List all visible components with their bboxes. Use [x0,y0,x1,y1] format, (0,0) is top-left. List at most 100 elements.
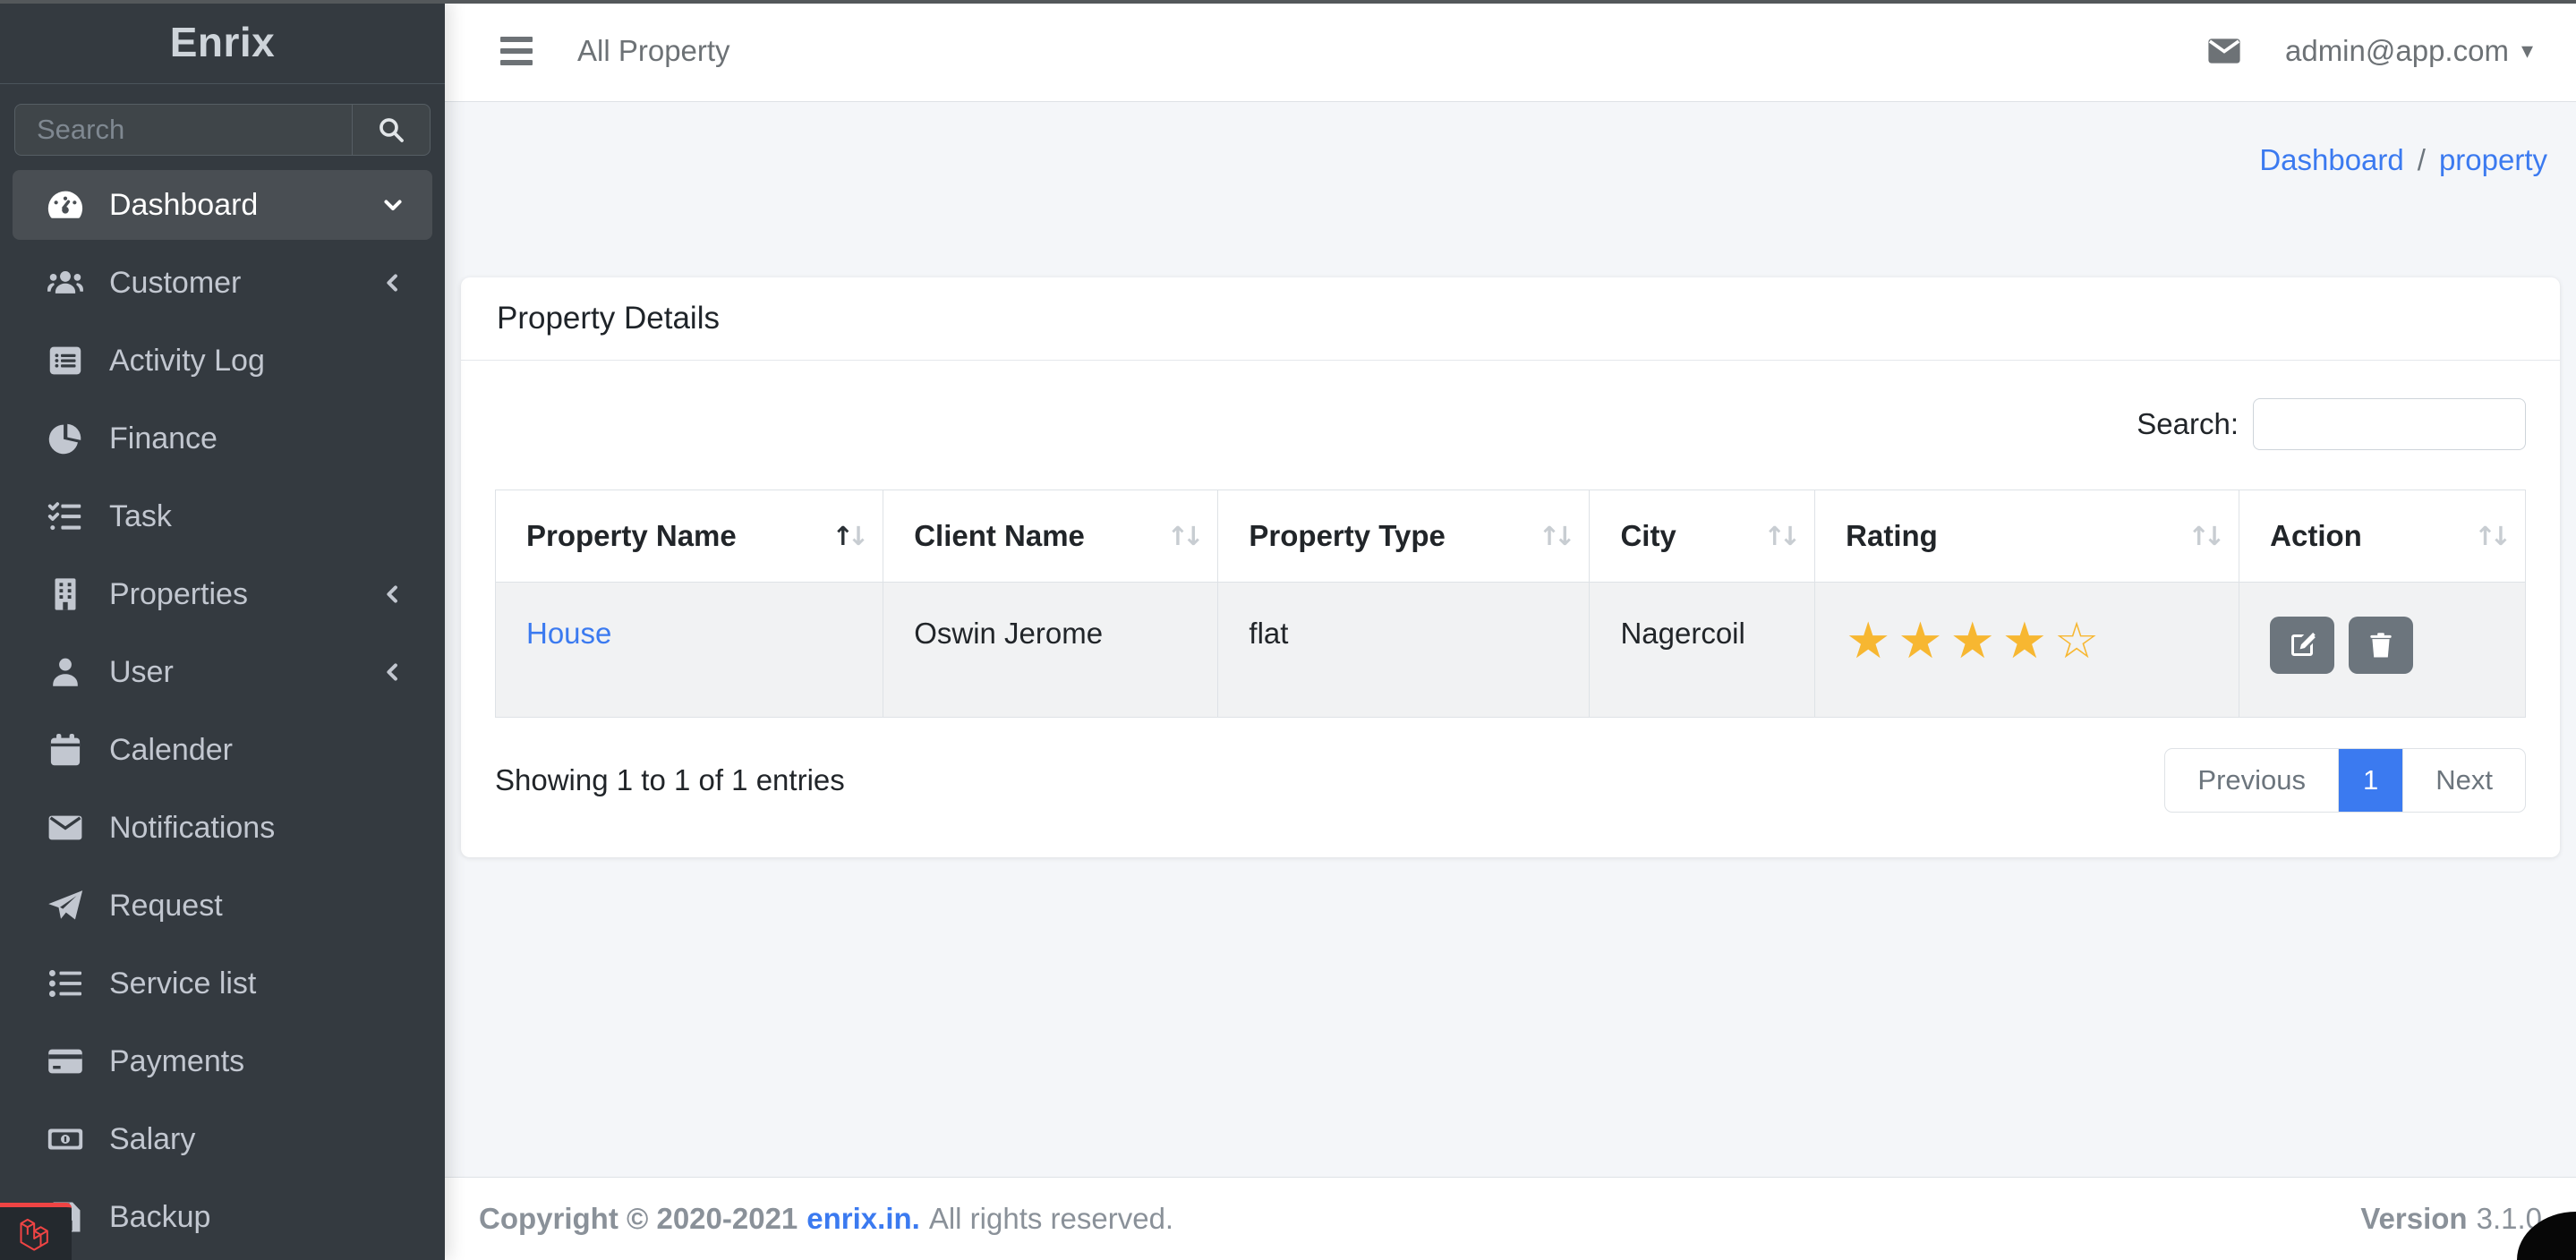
footer-copyright: Copyright © 2020-2021 [479,1202,798,1235]
laravel-icon [14,1214,57,1254]
sort-icon: ↑↓ [832,521,870,551]
sidebar-item-label: Dashboard [109,187,259,222]
property-name-link[interactable]: House [526,617,612,650]
footer: Copyright © 2020-2021 enrix.in. All righ… [445,1177,2576,1260]
money-bill-icon [38,1119,93,1160]
delete-button[interactable] [2349,617,2414,674]
main-area: All Property admin@app.com ▾ Dashboard /… [445,0,2576,1260]
laravel-debugbar-badge[interactable] [0,1203,72,1260]
column-header-action[interactable]: Action ↑↓ [2239,490,2526,583]
user-icon [38,651,93,693]
pagination-previous[interactable]: Previous [2197,764,2306,796]
pie-chart-icon [38,418,93,459]
breadcrumb-separator: / [2417,143,2426,176]
footer-brand-link[interactable]: enrix.in. [806,1202,920,1235]
sidebar-search-input[interactable] [14,104,352,156]
navbar-right: admin@app.com ▾ [2205,31,2533,71]
sidebar-item-dashboard[interactable]: Dashboard [13,170,432,240]
sidebar: Enrix Dashboard [0,0,445,1260]
sidebar-item-label: Payments [109,1043,245,1078]
credit-card-icon [38,1041,93,1082]
envelope-icon[interactable] [2205,31,2244,71]
table-header-row: Property Name ↑↓ Client Name ↑↓ Property… [494,490,2526,583]
list-alt-icon [38,340,93,381]
sort-icon: ↑↓ [1763,521,1802,551]
footer-rights: All rights reserved. [928,1202,1174,1235]
sidebar-item-activity-log[interactable]: Activity Log [13,326,432,396]
window-top-strip [0,0,2576,4]
sort-icon: ↑↓ [1166,521,1205,551]
envelope-icon [38,807,93,848]
sidebar-item-label: Activity Log [109,343,265,378]
sidebar-item-label: Service list [109,966,257,1000]
sidebar-item-label: Properties [109,576,248,611]
cell-property-name: House [494,582,884,718]
sidebar-item-label: Request [109,888,223,923]
sidebar-item-label: Task [109,498,172,533]
user-menu-dropdown[interactable]: admin@app.com ▾ [2285,34,2533,68]
hamburger-icon[interactable] [497,30,536,72]
sidebar-item-properties[interactable]: Properties [13,559,432,629]
navbar-link-all-property[interactable]: All Property [577,33,730,67]
sidebar-item-customer[interactable]: Customer [13,248,432,318]
breadcrumb-dashboard-link[interactable]: Dashboard [2259,143,2404,176]
chevron-left-icon [380,582,405,607]
sidebar-nav: Dashboard Customer Activity Log [0,168,445,1260]
pagination-next[interactable]: Next [2402,749,2525,812]
sidebar-search [14,104,431,156]
sidebar-item-label: Notifications [109,810,276,845]
sidebar-item-label: User [109,654,174,689]
column-header-client-name[interactable]: Client Name ↑↓ [883,490,1219,583]
sidebar-item-request[interactable]: Request [13,871,432,941]
sidebar-item-finance[interactable]: Finance [13,404,432,473]
cell-city: Nagercoil [1589,582,1816,718]
card-title: Property Details [461,277,2560,361]
user-email: admin@app.com [2284,33,2509,67]
pagination: Previous 1 Next [2164,748,2526,813]
sidebar-item-label: Salary [109,1121,196,1156]
list-ul-icon [38,963,93,1004]
sidebar-item-task[interactable]: Task [13,481,432,551]
table-search-row: Search: [495,398,2526,450]
calendar-icon [38,729,93,770]
sort-icon: ↑↓ [2474,521,2512,551]
paper-plane-icon [38,885,93,926]
sidebar-search-button[interactable] [352,104,431,156]
top-navbar: All Property admin@app.com ▾ [445,0,2576,102]
sidebar-item-calender[interactable]: Calender [13,715,432,785]
sidebar-item-user[interactable]: User [13,637,432,707]
chevron-left-icon [380,660,405,685]
footer-version: Version 3.1.0 [2360,1202,2542,1235]
pagination-page-1[interactable]: 1 [2338,749,2403,812]
users-icon [38,262,93,303]
magnifier-icon [376,115,406,145]
edit-button[interactable] [2270,617,2335,674]
cell-property-type: flat [1217,582,1591,718]
content-area: Dashboard / property Property Details Se… [445,102,2576,1177]
column-header-rating[interactable]: Rating ↑↓ [1814,490,2240,583]
table-info: Showing 1 to 1 of 1 entries [495,763,845,796]
cell-action [2239,582,2526,718]
column-header-property-type[interactable]: Property Type ↑↓ [1217,490,1591,583]
chevron-down-icon [380,192,405,217]
column-header-property-name[interactable]: Property Name ↑↓ [494,490,884,583]
breadcrumb-property-link[interactable]: property [2438,143,2547,176]
sort-icon: ↑↓ [2188,521,2226,551]
sidebar-item-label: Backup [109,1199,211,1234]
sidebar-item-label: Finance [109,421,218,455]
column-header-city[interactable]: City ↑↓ [1589,490,1816,583]
star-rating: ★★★★☆ [1846,612,2107,670]
table-search-input[interactable] [2253,398,2526,450]
caret-down-icon: ▾ [2521,37,2533,64]
sidebar-item-notifications[interactable]: Notifications [13,793,432,863]
sidebar-item-salary[interactable]: Salary [13,1104,432,1174]
table-footer: Showing 1 to 1 of 1 entries Previous 1 N… [495,748,2526,813]
sidebar-item-backup[interactable]: Backup [13,1182,432,1252]
chevron-left-icon [380,270,405,295]
property-details-card: Property Details Search: [461,277,2560,857]
building-icon [38,574,93,615]
sidebar-item-service-list[interactable]: Service list [13,949,432,1018]
card-body: Search: Property Name ↑↓ [461,361,2560,857]
sidebar-item-payments[interactable]: Payments [13,1026,432,1096]
